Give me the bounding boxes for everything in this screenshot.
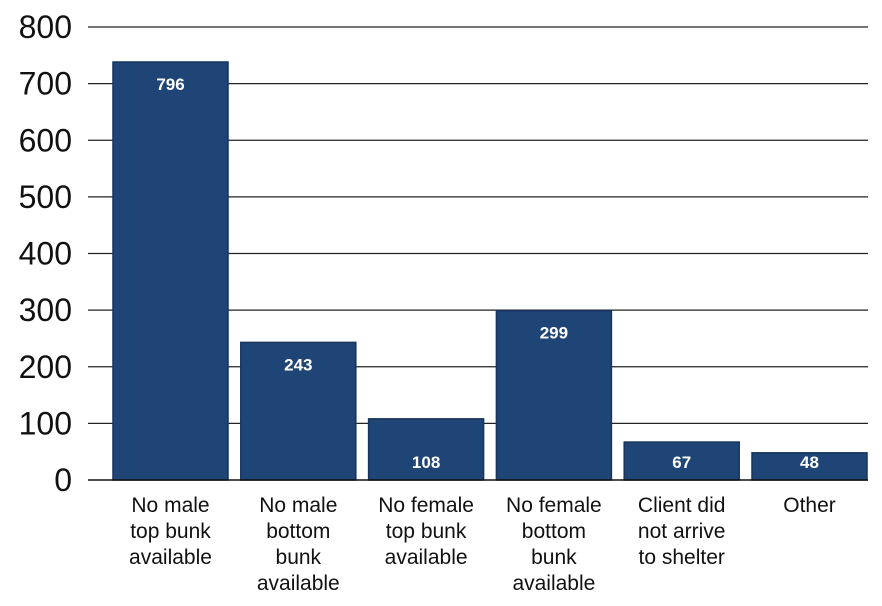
y-tick-label: 500 (19, 179, 72, 215)
data-label: 796 (156, 75, 184, 94)
x-tick-label: No female top bunk available (378, 494, 474, 569)
bars (112, 61, 868, 481)
x-tick-label-line: No female (378, 494, 474, 517)
bar (495, 309, 613, 481)
data-label: 243 (284, 355, 312, 374)
x-tick-label-line: Other (783, 494, 836, 517)
x-tick-label-line: bunk (276, 546, 322, 569)
x-tick-label: No female bottom bunk available (506, 494, 602, 595)
data-label: 299 (540, 324, 568, 343)
y-tick-label: 100 (19, 405, 72, 441)
data-labels: 796 243 108 299 67 48 (156, 75, 819, 472)
x-axis: No male top bunk available No male bottom bun… (88, 479, 868, 595)
x-tick-label-line: top bunk (386, 520, 467, 543)
x-tick-label-line: top bunk (130, 520, 211, 543)
x-tick-label-line: Client did (638, 494, 726, 517)
y-tick-label: 200 (19, 349, 72, 385)
data-label: 108 (412, 453, 440, 472)
bar (112, 61, 229, 481)
y-tick-label: 600 (19, 122, 72, 158)
y-axis: 0 100 200 300 400 500 600 700 800 (19, 9, 72, 498)
x-tick-label-line: bunk (531, 546, 577, 569)
x-tick-label-line: No male (131, 494, 209, 517)
y-tick-label: 0 (54, 462, 72, 498)
y-tick-label: 400 (19, 236, 72, 272)
x-tick-label: Client did not arrive to shelter (638, 494, 726, 569)
data-label: 67 (672, 453, 691, 472)
y-tick-label: 800 (19, 9, 72, 45)
x-tick-label-line: bottom (266, 520, 330, 543)
x-tick-label-line: No male (259, 494, 337, 517)
x-tick-label-line: to shelter (639, 546, 725, 569)
x-tick-label-line: available (385, 546, 468, 569)
x-tick-label: No male top bunk available (129, 494, 212, 569)
x-tick-label-line: bottom (522, 520, 586, 543)
x-tick-label: Other (783, 494, 836, 517)
x-tick-label-line: available (257, 572, 340, 595)
x-tick-label-line: No female (506, 494, 602, 517)
x-tick-label-line: available (129, 546, 212, 569)
y-tick-label: 700 (19, 66, 72, 102)
bar (240, 341, 357, 481)
bar (623, 441, 740, 481)
x-tick-label-line: available (512, 572, 595, 595)
x-tick-label-line: not arrive (638, 520, 726, 543)
x-tick-label: No male bottom bunk available (257, 494, 340, 595)
y-tick-label: 300 (19, 292, 72, 328)
data-label: 48 (800, 453, 819, 472)
